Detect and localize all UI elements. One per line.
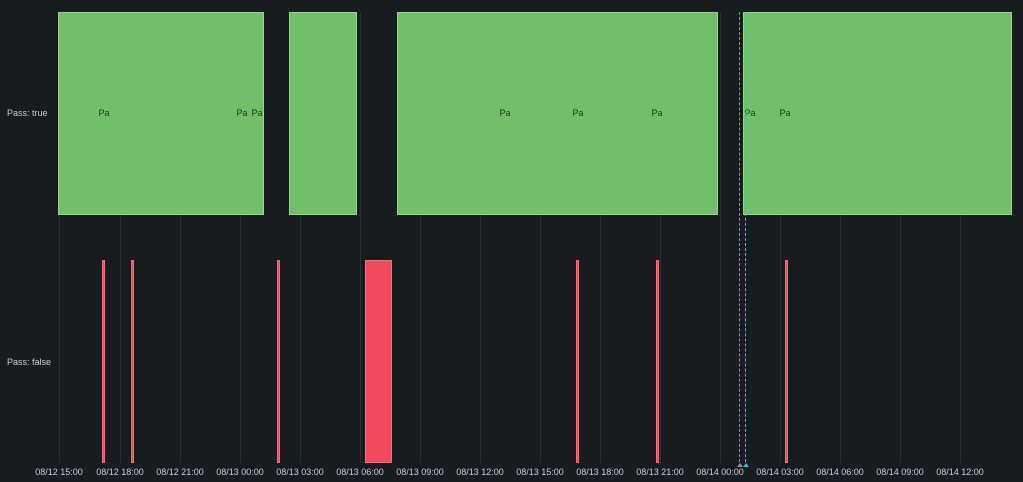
x-tick-label: 08/13 06:00 — [336, 467, 384, 477]
row-label-pass-true: Pass: true — [7, 108, 48, 118]
annotation-marker-icon[interactable] — [737, 463, 743, 467]
state-bar-pass-false[interactable] — [102, 260, 105, 463]
x-tick-label: 08/12 18:00 — [96, 467, 144, 477]
state-value-label: Pa — [572, 108, 584, 118]
grid-line — [300, 12, 301, 463]
state-bar-pass-false[interactable] — [785, 260, 788, 463]
state-bar-pass-false[interactable] — [277, 260, 280, 463]
x-tick-label: 08/14 00:00 — [696, 467, 744, 477]
grid-line — [600, 12, 601, 463]
x-tick-label: 08/13 12:00 — [456, 467, 504, 477]
state-bar-pass-false[interactable] — [365, 260, 392, 463]
grid-line — [59, 12, 60, 463]
state-bar-pass-true[interactable] — [743, 12, 1012, 215]
grid-line — [540, 12, 541, 463]
state-value-label: Pa — [98, 108, 110, 118]
state-bar-pass-false[interactable] — [131, 260, 134, 463]
x-tick-label: 08/12 21:00 — [156, 467, 204, 477]
state-value-label: Pa — [651, 108, 663, 118]
grid-line — [900, 12, 901, 463]
x-tick-label: 08/14 03:00 — [756, 467, 804, 477]
grid-line — [420, 12, 421, 463]
grid-line — [120, 12, 121, 463]
grid-line — [720, 12, 721, 463]
annotation-line[interactable] — [745, 12, 746, 467]
grid-line — [960, 12, 961, 463]
state-bar-pass-false[interactable] — [576, 260, 579, 463]
grid-line — [660, 12, 661, 463]
state-value-label: Pa — [744, 108, 756, 118]
state-bar-pass-false[interactable] — [656, 260, 659, 463]
x-tick-label: 08/13 09:00 — [396, 467, 444, 477]
grid-line — [480, 12, 481, 463]
annotation-marker-icon[interactable] — [743, 463, 749, 467]
x-tick-label: 08/14 09:00 — [876, 467, 924, 477]
state-value-label: Pa — [251, 108, 263, 118]
x-tick-label: 08/13 00:00 — [216, 467, 264, 477]
annotation-line[interactable] — [739, 12, 740, 467]
grid-line — [180, 12, 181, 463]
x-tick-label: 08/13 15:00 — [516, 467, 564, 477]
grid-line — [360, 12, 361, 463]
x-tick-label: 08/12 15:00 — [35, 467, 83, 477]
state-value-label: Pa — [236, 108, 248, 118]
x-tick-label: 08/14 12:00 — [936, 467, 984, 477]
x-tick-label: 08/13 03:00 — [276, 467, 324, 477]
state-bar-pass-true[interactable] — [289, 12, 357, 215]
state-bar-pass-true[interactable] — [58, 12, 264, 215]
grid-line — [780, 12, 781, 463]
grid-line — [240, 12, 241, 463]
x-tick-label: 08/13 21:00 — [636, 467, 684, 477]
state-value-label: Pa — [779, 108, 791, 118]
state-bar-pass-true[interactable] — [397, 12, 718, 215]
grid-line — [840, 12, 841, 463]
state-value-label: Pa — [499, 108, 511, 118]
x-tick-label: 08/13 18:00 — [576, 467, 624, 477]
x-tick-label: 08/14 06:00 — [816, 467, 864, 477]
row-label-pass-false: Pass: false — [7, 357, 52, 367]
